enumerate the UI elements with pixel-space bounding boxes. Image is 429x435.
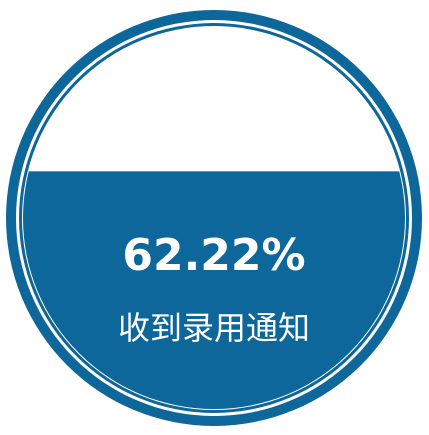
category-label: 收到录用通知 bbox=[118, 309, 310, 347]
value-label: 62.22% bbox=[122, 230, 305, 281]
